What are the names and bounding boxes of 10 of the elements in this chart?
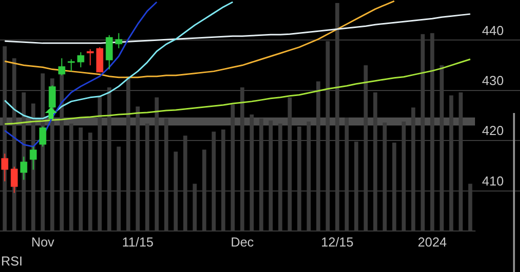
x-tick-label: 12/15 <box>320 234 354 250</box>
y-tick-label: 430 <box>482 72 504 88</box>
x-tick-label: 2024 <box>418 234 447 250</box>
x-tick-label: 11/15 <box>122 234 154 250</box>
y-tick-label: 420 <box>482 123 504 138</box>
x-tick-label: Dec <box>230 234 254 250</box>
x-tick-label: Nov <box>31 234 55 250</box>
y-tick-label: 410 <box>482 173 504 188</box>
y-tick-label: 440 <box>482 22 504 38</box>
text: RSI <box>1 254 23 269</box>
